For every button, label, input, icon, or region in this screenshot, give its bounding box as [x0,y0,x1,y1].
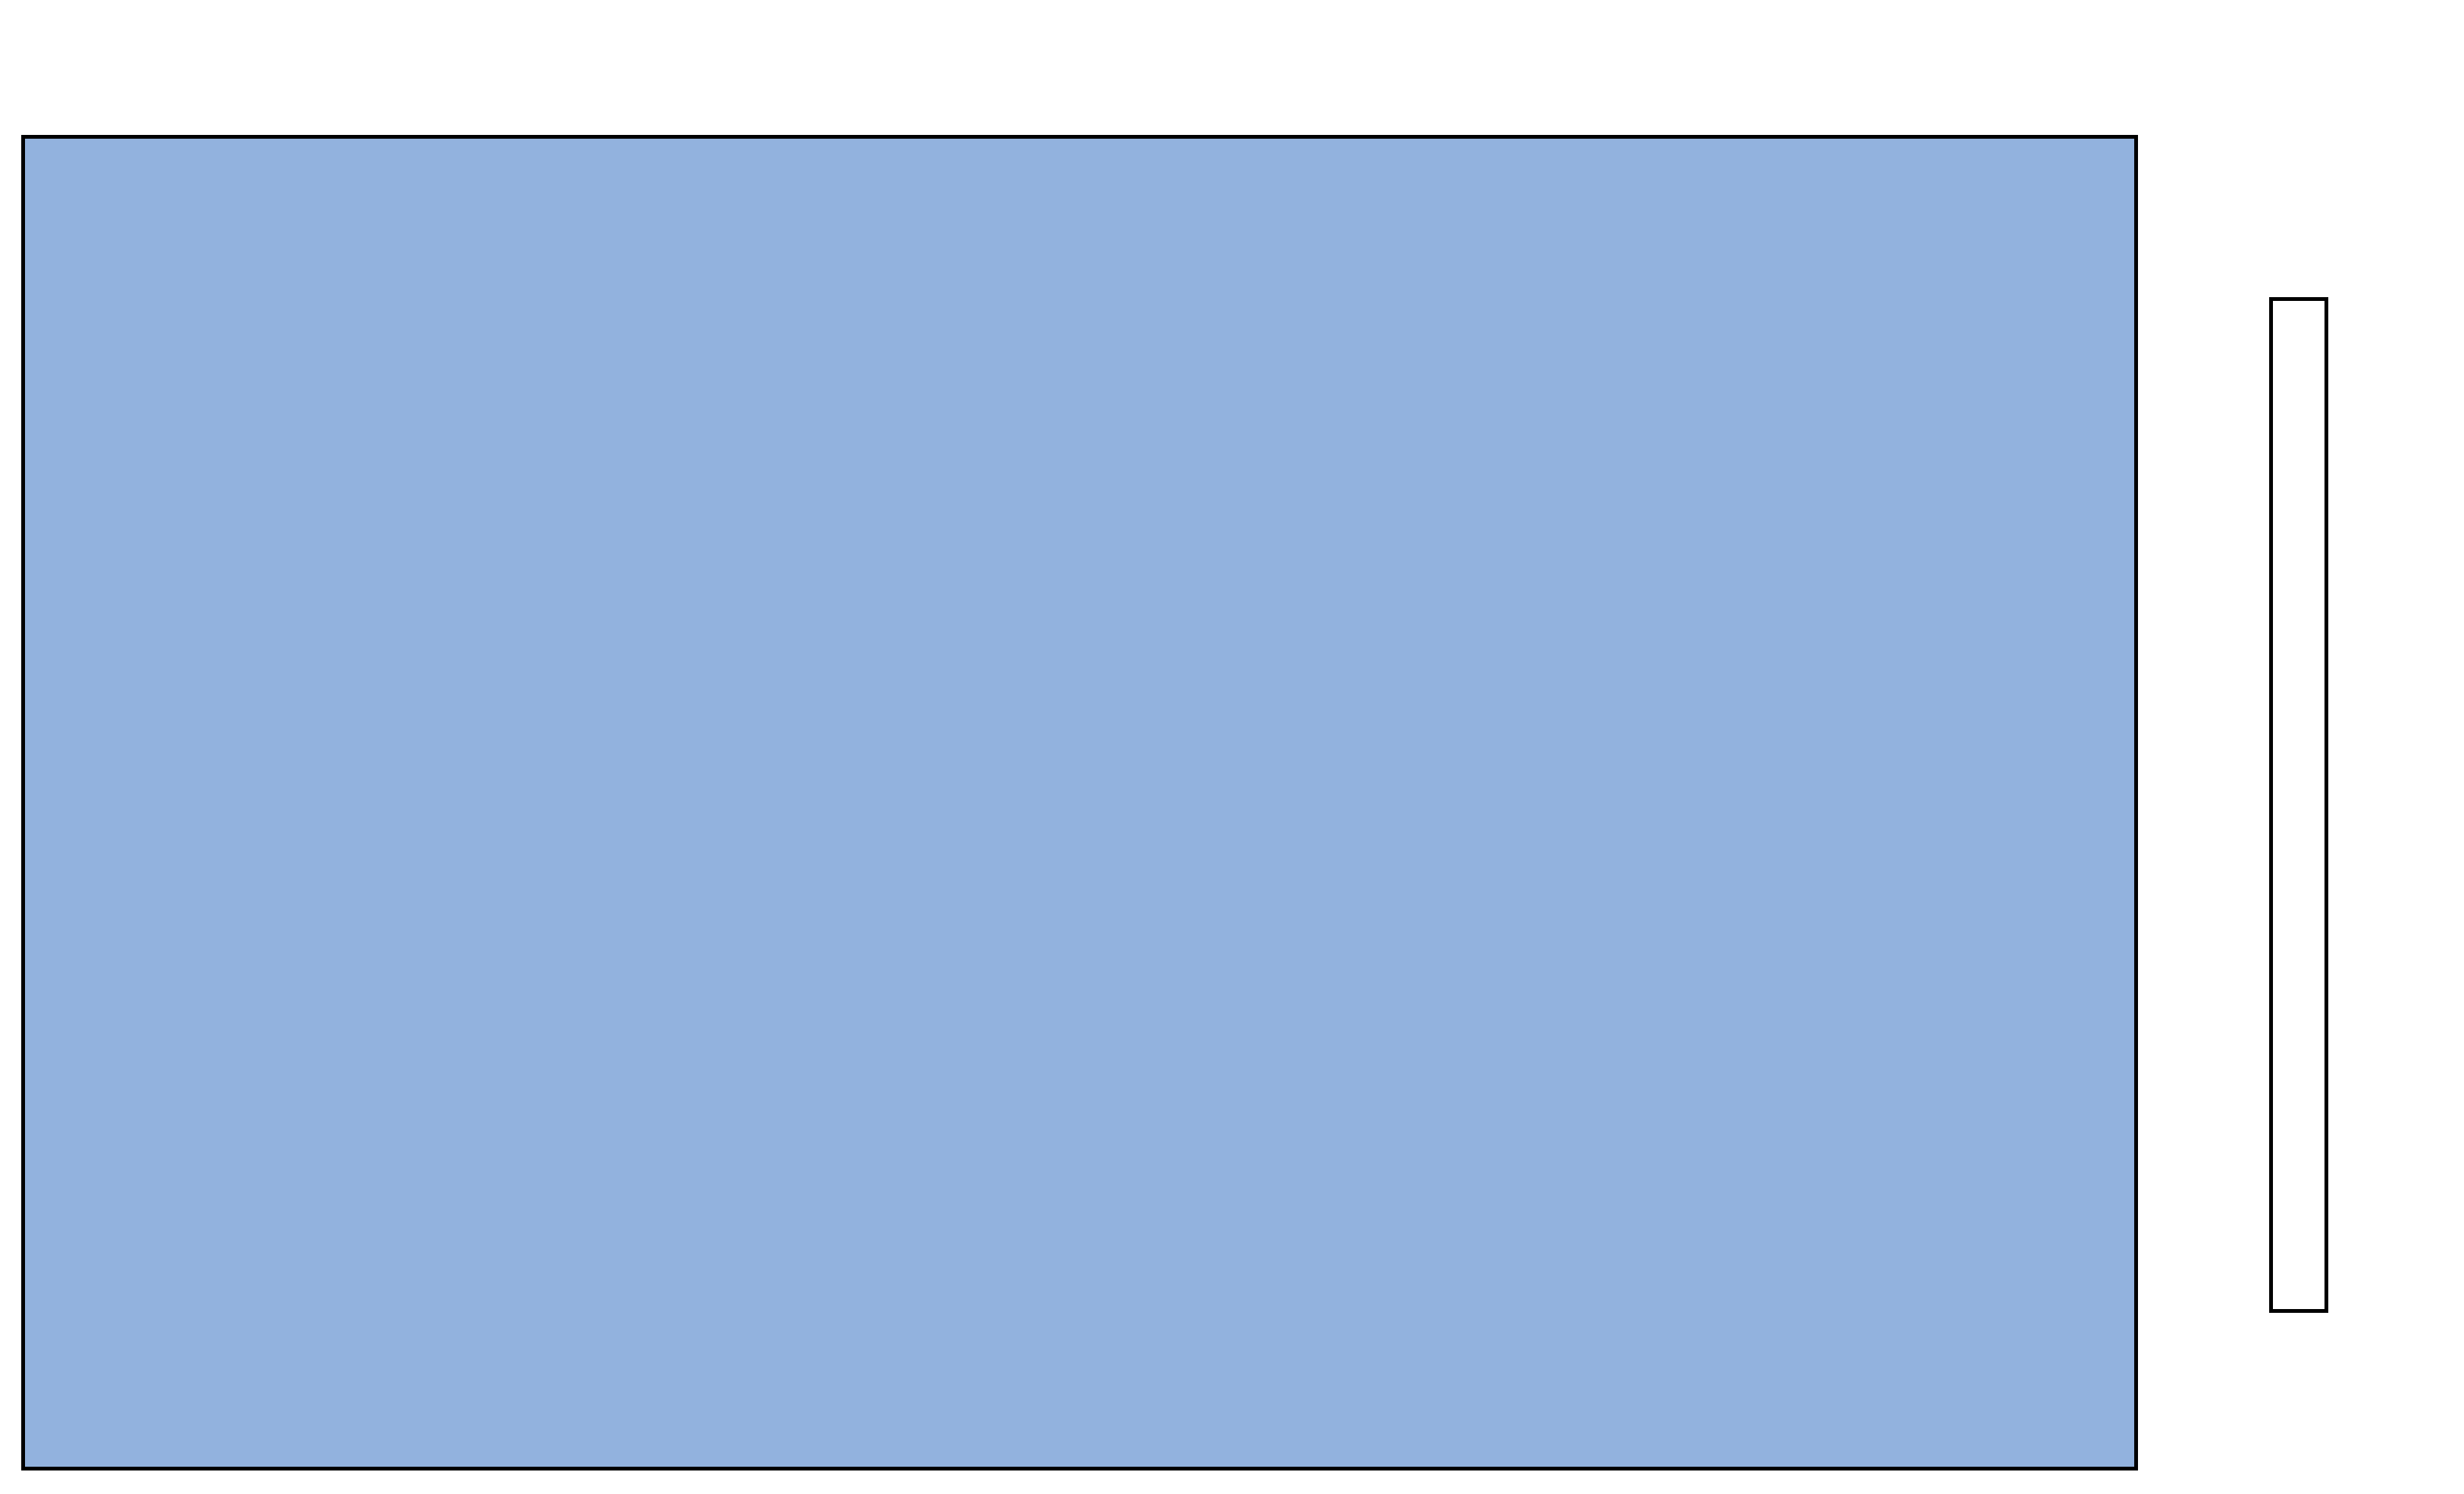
colorbar-body [2269,297,2328,1313]
colorbar-under-arrow-icon [2265,1310,2332,1367]
colorbar[interactable] [2269,297,2328,1313]
colorbar-over-arrow-icon [2265,247,2332,300]
map-axes[interactable] [21,135,2138,1471]
map-plot [25,139,2134,1467]
